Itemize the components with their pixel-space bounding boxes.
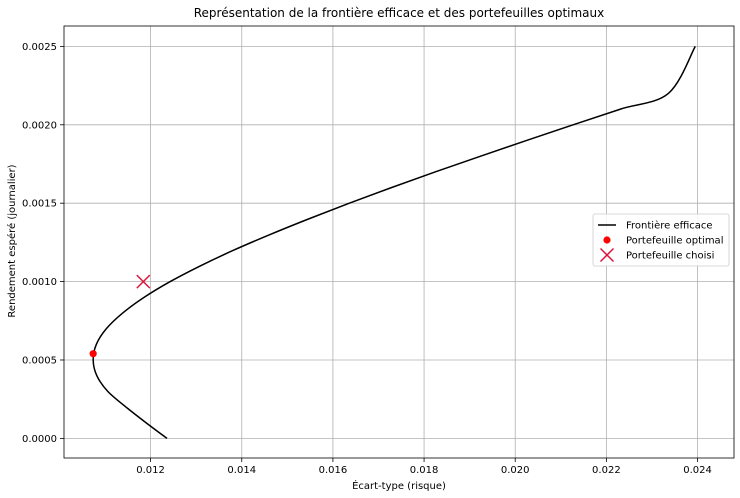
x-tick-label-3: 0.018 bbox=[410, 465, 439, 476]
x-tick-label-4: 0.020 bbox=[501, 465, 530, 476]
series-line-efficient-frontier bbox=[92, 46, 696, 440]
x-tick-label-0: 0.012 bbox=[136, 465, 165, 476]
y-tick-label-3: 0.0015 bbox=[22, 199, 57, 210]
x-tick-label-6: 0.024 bbox=[683, 465, 712, 476]
y-axis-title: Rendement espéré (journalier) bbox=[6, 164, 18, 317]
grid bbox=[64, 26, 734, 458]
x-axis-title: Écart-type (risque) bbox=[352, 479, 446, 492]
series bbox=[89, 46, 696, 440]
y-tick-label-2: 0.0010 bbox=[22, 277, 57, 288]
chart-title: Représentation de la frontière efficace … bbox=[194, 6, 605, 20]
legend-swatch-circle bbox=[603, 236, 611, 244]
y-tick-label-5: 0.0025 bbox=[22, 42, 57, 53]
plot-frame bbox=[63, 25, 735, 459]
point-chosen-portfolio bbox=[136, 274, 151, 289]
x-tick-label-5: 0.022 bbox=[592, 465, 621, 476]
x-tick-label-1: 0.014 bbox=[227, 465, 256, 476]
point-chosen-portfolio-stroke-b bbox=[136, 274, 151, 289]
x-tick-label-2: 0.016 bbox=[319, 465, 348, 476]
legend-label-1: Portefeuille optimal bbox=[626, 236, 723, 247]
legend: Frontière efficace Portefeuille optimal Po… bbox=[592, 213, 730, 267]
y-tick-label-4: 0.0020 bbox=[22, 120, 57, 131]
legend-swatch-x-b bbox=[599, 247, 615, 263]
y-tick-label-0: 0.0000 bbox=[22, 434, 57, 445]
legend-box bbox=[592, 213, 730, 267]
axes: 0.012 0.014 0.016 0.018 0.020 0.022 0.024 0.000… bbox=[22, 25, 735, 476]
legend-label-2: Portefeuille choisi bbox=[626, 251, 714, 262]
point-optimal-portfolio bbox=[89, 350, 97, 358]
legend-label-0: Frontière efficace bbox=[626, 220, 713, 232]
y-tick-label-1: 0.0005 bbox=[22, 355, 57, 366]
